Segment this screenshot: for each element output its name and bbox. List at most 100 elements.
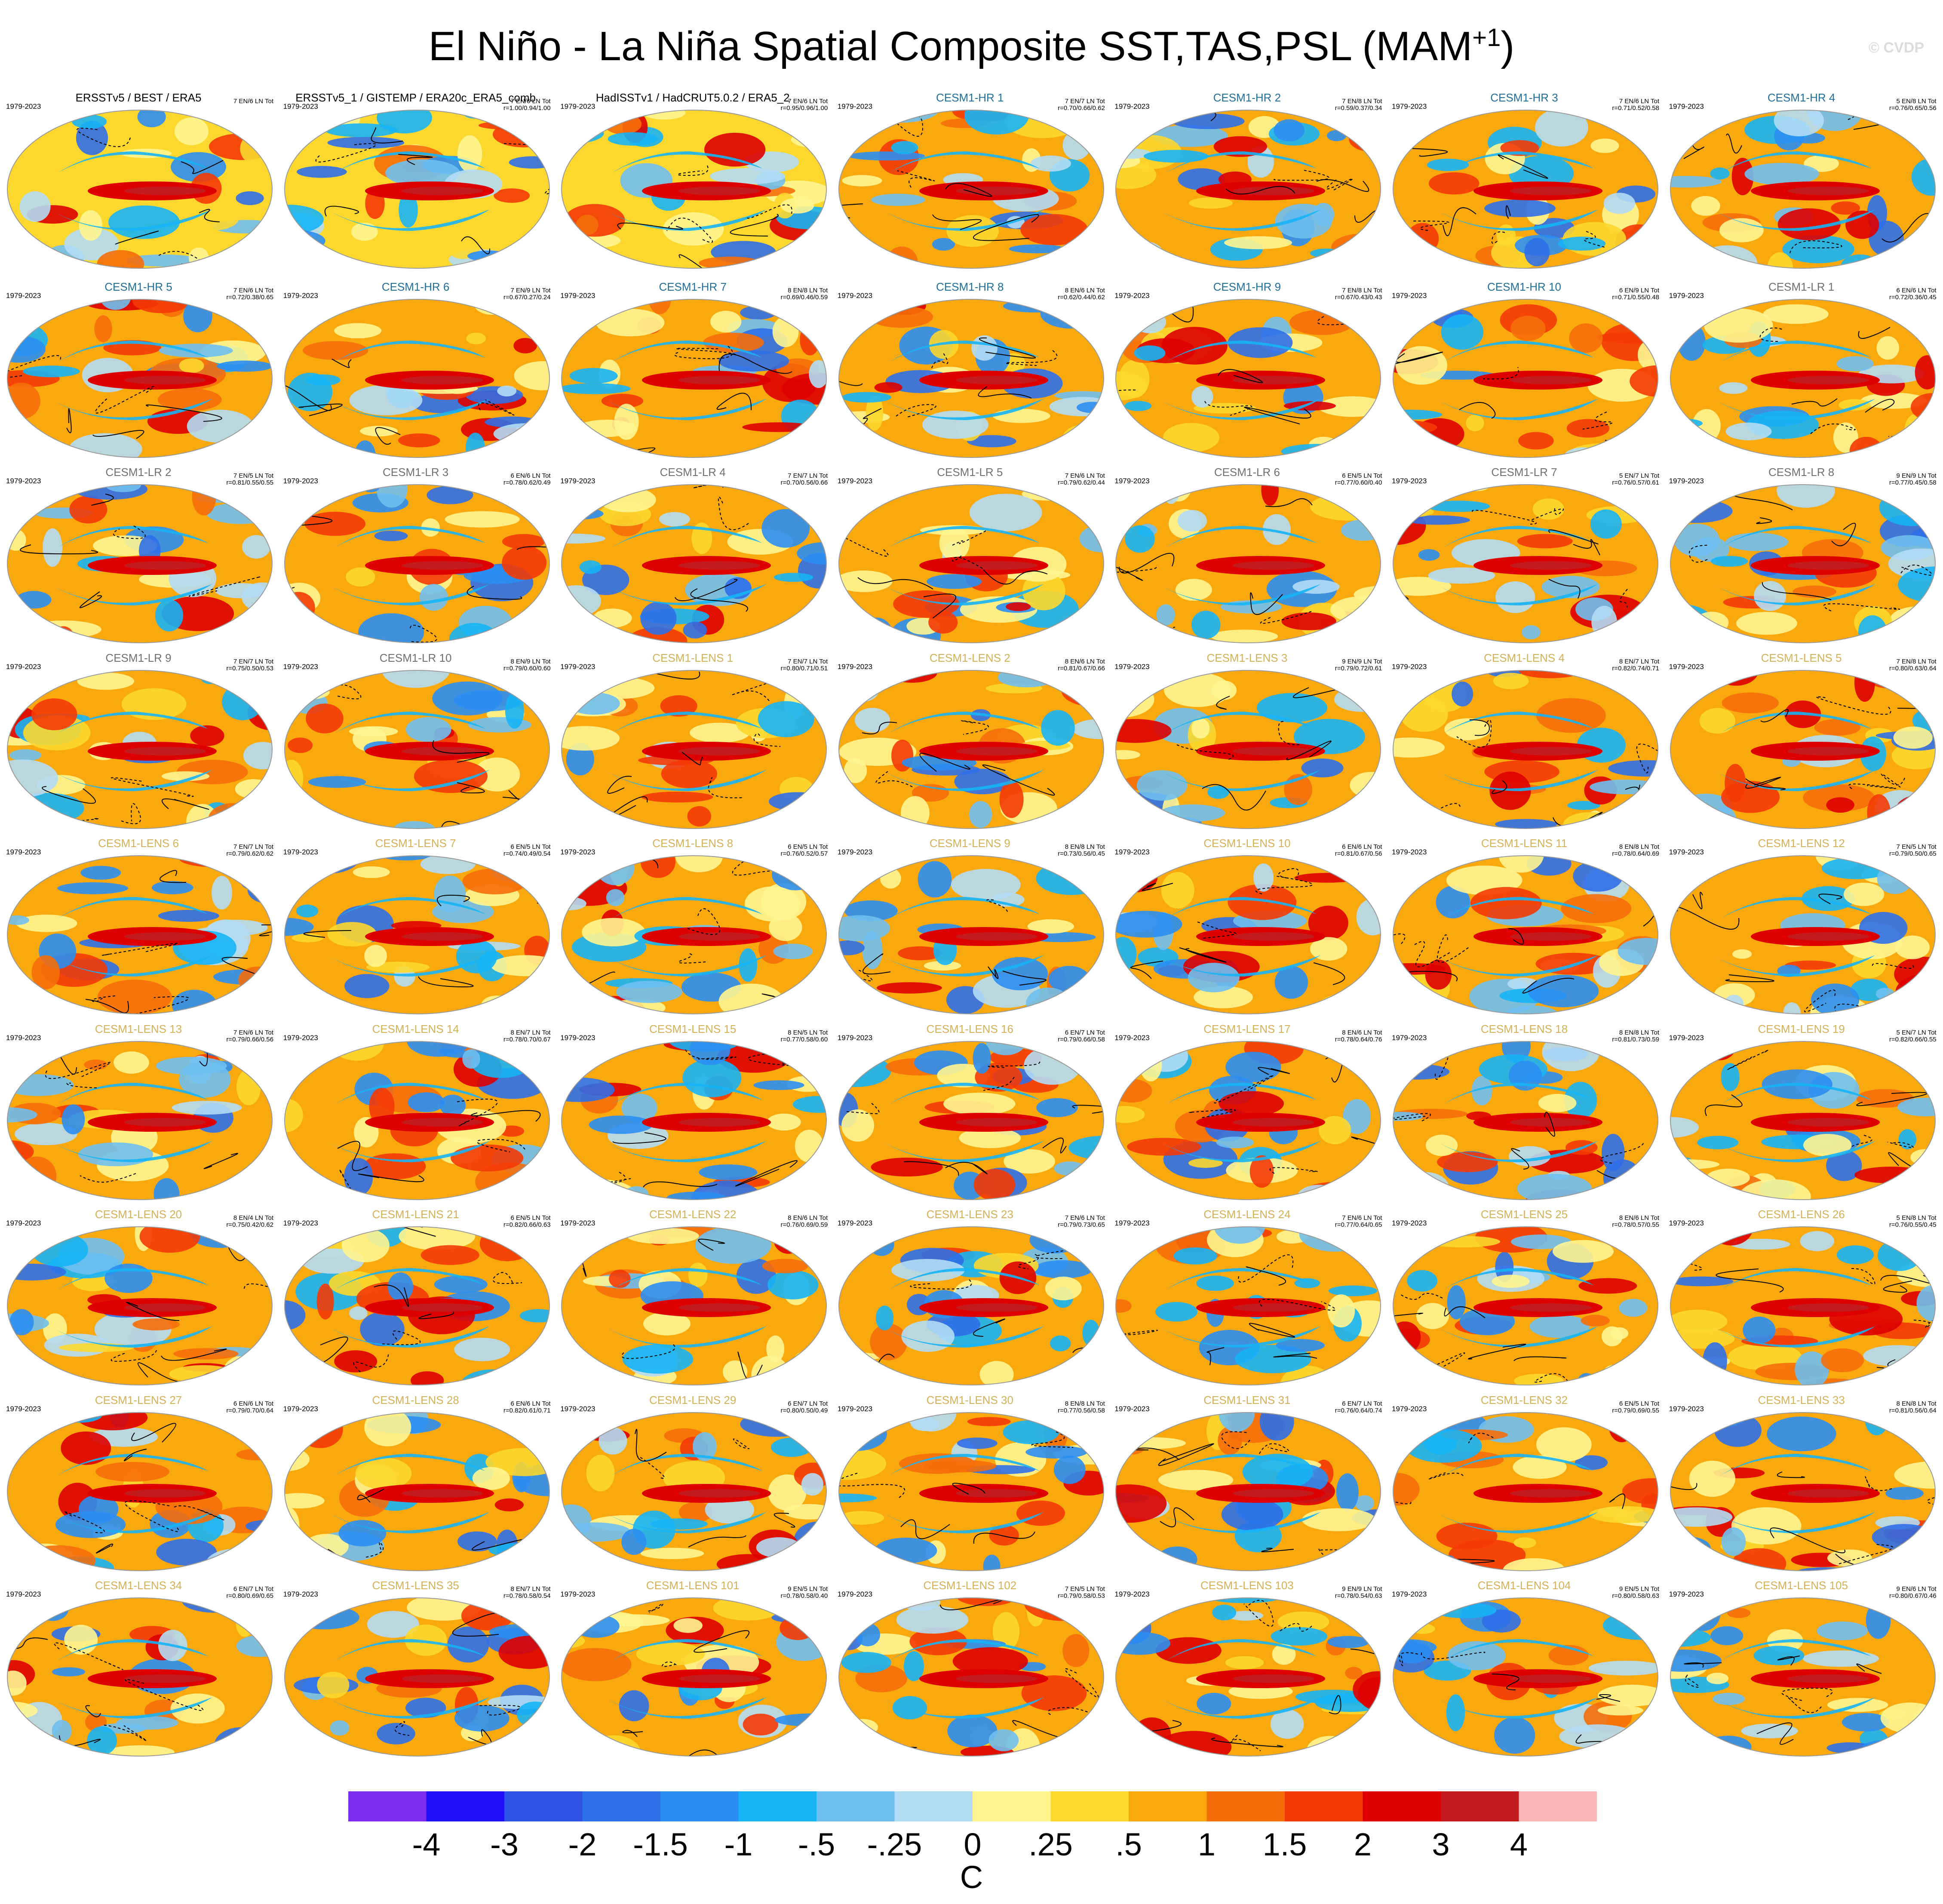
cold-anomaly-north (1443, 1639, 1594, 1661)
psl-contour (284, 383, 332, 411)
cold-anomaly-north (1720, 711, 1871, 733)
map-panel: CESM1-LENS 101 1979-2023 9 EN/5 LN Tot r=0… (554, 1579, 831, 1761)
anomaly-blob (207, 920, 268, 936)
anomaly-blob (1608, 760, 1658, 777)
psl-contour (1544, 1112, 1555, 1136)
psl-contour (1265, 498, 1313, 507)
psl-contour (1259, 1443, 1289, 1454)
psl-contour (1851, 1134, 1872, 1147)
anomaly-blob (854, 707, 890, 733)
anomaly-blob (1872, 677, 1932, 689)
psl-contour (612, 1132, 666, 1144)
anomaly-blob (1670, 442, 1708, 455)
psl-contour (1725, 133, 1742, 154)
panel-title: CESM1-LR 9 (105, 651, 172, 664)
anomaly-blob (108, 205, 180, 239)
anomaly-blob (761, 509, 810, 548)
anomaly-blob (385, 159, 460, 187)
cold-anomaly-north (335, 711, 485, 733)
cold-anomaly-south (1439, 1697, 1598, 1719)
psl-contour (284, 454, 307, 458)
cold-anomaly-south (1439, 1140, 1598, 1162)
map-outline (1670, 110, 1936, 269)
cold-anomaly-south (330, 584, 490, 605)
panel-stats: 8 EN/7 LN Tot r=0.78/0.58/0.54 (503, 1585, 551, 1600)
psl-contour (1230, 1735, 1261, 1751)
anomaly-blob (1393, 299, 1423, 330)
map-panel: CESM1-LENS 18 1979-2023 8 EN/8 LN Tot r=0.… (1386, 1023, 1663, 1205)
colorbar-swatch (1285, 1791, 1363, 1821)
panel-stats: 8 EN/8 LN Tot r=0.73/0.56/0.45 (1058, 843, 1105, 857)
psl-contour (92, 995, 116, 1002)
anomaly-blob (1495, 819, 1557, 829)
psl-contour (1393, 1539, 1424, 1551)
map-panel: CESM1-LENS 103 1979-2023 9 EN/9 LN Tot r=0… (1108, 1579, 1385, 1761)
psl-contour (91, 494, 114, 506)
panel-stats: 7 EN/6 LN Tot r=1.00/0.94/1.00 (503, 98, 551, 112)
anomaly-blob (1213, 136, 1268, 157)
anomaly-blob (690, 722, 750, 743)
anomaly-blob (1425, 1134, 1458, 1156)
psl-contour (1270, 1167, 1318, 1174)
psl-contour (1619, 589, 1628, 608)
map-outline (838, 1226, 1104, 1385)
panel-stats: 6 EN/6 LN Tot r=0.78/0.62/0.49 (503, 472, 551, 486)
anomaly-blob (1863, 1345, 1932, 1367)
colorbar-swatch (894, 1791, 973, 1821)
anomaly-blob (954, 768, 1011, 794)
anomaly-blob (72, 114, 107, 129)
panel-years: 1979-2023 (283, 1590, 318, 1598)
map-outline (284, 484, 550, 643)
map-outline (838, 110, 1104, 269)
anomaly-blob (599, 487, 657, 513)
map-outline (7, 298, 273, 458)
psl-contour (1760, 709, 1789, 722)
anomaly-blob (964, 110, 1029, 135)
anomaly-blob (1561, 894, 1632, 923)
psl-contour (1769, 1527, 1845, 1553)
panel-stats: 7 EN/6 LN Tot (233, 98, 273, 105)
anomaly-blob (184, 206, 239, 231)
cold-anomaly-south (1162, 584, 1321, 605)
map-outline (1115, 298, 1381, 458)
map-outline (838, 484, 1104, 643)
psl-contour (123, 1448, 147, 1461)
psl-contour (249, 617, 272, 628)
map-panel: CESM1-LENS 11 1979-2023 8 EN/8 LN Tot r=0.… (1386, 837, 1663, 1019)
panel-years: 1979-2023 (1114, 1404, 1150, 1413)
psl-contour (1756, 1722, 1794, 1745)
anomaly-blob (967, 1417, 1011, 1426)
warm-core (1510, 187, 1592, 195)
panel-title: CESM1-LENS 26 (1758, 1208, 1845, 1221)
anomaly-blob (1319, 1115, 1351, 1144)
warm-core (124, 1303, 206, 1312)
anomaly-blob (1505, 1005, 1559, 1014)
anomaly-blob (794, 1351, 812, 1365)
anomaly-blob (76, 120, 108, 155)
anomaly-blob (1597, 1557, 1630, 1571)
psl-contour (270, 1182, 272, 1200)
psl-contour (1116, 314, 1130, 332)
panel-stats: 7 EN/9 LN Tot r=0.67/0.27/0.24 (503, 286, 551, 301)
panel-years: 1979-2023 (837, 102, 873, 111)
cold-anomaly-south (1162, 398, 1321, 420)
anomaly-blob (1501, 1041, 1531, 1063)
anomaly-blob (284, 1098, 303, 1132)
anomaly-blob (501, 807, 549, 817)
psl-contour (1354, 208, 1381, 225)
psl-contour (126, 1302, 180, 1321)
anomaly-blob (1327, 1636, 1369, 1648)
psl-contour (1221, 1431, 1251, 1449)
map-outline (7, 855, 273, 1014)
psl-contour (1012, 1720, 1061, 1738)
map-plot (284, 1041, 550, 1200)
anomaly-blob (705, 1496, 755, 1523)
cold-anomaly-north (612, 151, 763, 173)
psl-contour (1130, 961, 1163, 979)
psl-contour (1179, 947, 1227, 963)
warm-core (1233, 1303, 1315, 1312)
anomaly-blob (1137, 770, 1188, 801)
anomaly-blob (1622, 1478, 1658, 1505)
psl-contour (1511, 1148, 1529, 1170)
anomaly-blob (1802, 1650, 1879, 1667)
